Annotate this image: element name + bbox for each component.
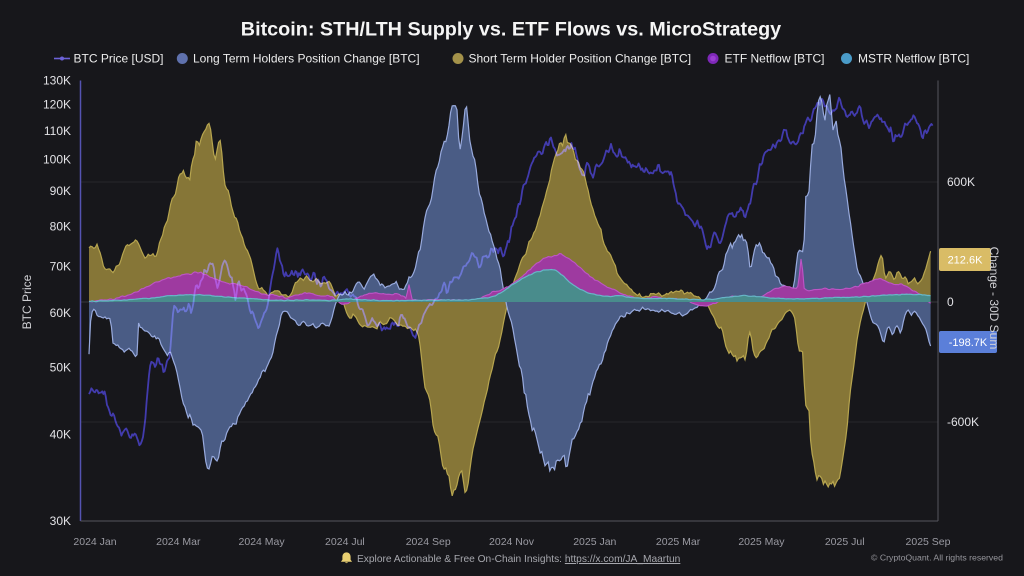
svg-text:BTC Price [USD]: BTC Price [USD] [74,52,164,66]
svg-text:212.6K: 212.6K [948,255,984,267]
svg-text:2024 Jan: 2024 Jan [73,536,116,548]
svg-text:BTC Price: BTC Price [20,274,34,329]
svg-text:2024 Mar: 2024 Mar [156,536,201,548]
svg-text:2024 Jul: 2024 Jul [325,536,365,548]
svg-text:100K: 100K [43,153,71,167]
svg-text:2025 Mar: 2025 Mar [656,536,701,548]
svg-text:Change - 30D Sum: Change - 30D Sum [987,247,1001,350]
svg-text:80K: 80K [50,220,71,234]
svg-text:© CryptoQuant. All rights rese: © CryptoQuant. All rights reserved [871,553,1003,563]
svg-text:Long Term Holders Position Cha: Long Term Holders Position Change [BTC] [193,52,420,66]
svg-text:Bitcoin: STH/LTH Supply vs. ET: Bitcoin: STH/LTH Supply vs. ETF Flows vs… [241,19,781,41]
svg-text:2025 Jan: 2025 Jan [573,536,616,548]
svg-text:30K: 30K [50,514,71,528]
svg-text:110K: 110K [44,124,71,138]
svg-text:2025 Sep: 2025 Sep [906,536,951,548]
svg-text:ETF Netflow [BTC]: ETF Netflow [BTC] [725,52,825,66]
svg-text:70K: 70K [50,260,71,274]
svg-text:MSTR Netflow [BTC]: MSTR Netflow [BTC] [858,52,969,66]
svg-text:2024 Nov: 2024 Nov [489,536,535,548]
svg-text:120K: 120K [43,98,71,112]
svg-text:Explore Actionable & Free On-C: Explore Actionable & Free On-Chain Insig… [357,554,680,565]
svg-text:2024 Sep: 2024 Sep [406,536,451,548]
svg-text:-600K: -600K [947,415,979,429]
svg-text:2025 May: 2025 May [738,536,785,548]
svg-text:40K: 40K [50,428,71,442]
svg-text:600K: 600K [947,175,975,189]
svg-text:-198.7K: -198.7K [949,337,988,349]
svg-text:60K: 60K [50,306,71,320]
svg-text:0: 0 [947,295,954,309]
svg-text:Short Term Holder Position Cha: Short Term Holder Position Change [BTC] [469,52,692,66]
svg-text:90K: 90K [50,184,71,198]
svg-text:50K: 50K [50,361,71,375]
svg-text:2024 May: 2024 May [239,536,286,548]
svg-text:2025 Jul: 2025 Jul [825,536,865,548]
svg-text:130K: 130K [43,74,71,88]
